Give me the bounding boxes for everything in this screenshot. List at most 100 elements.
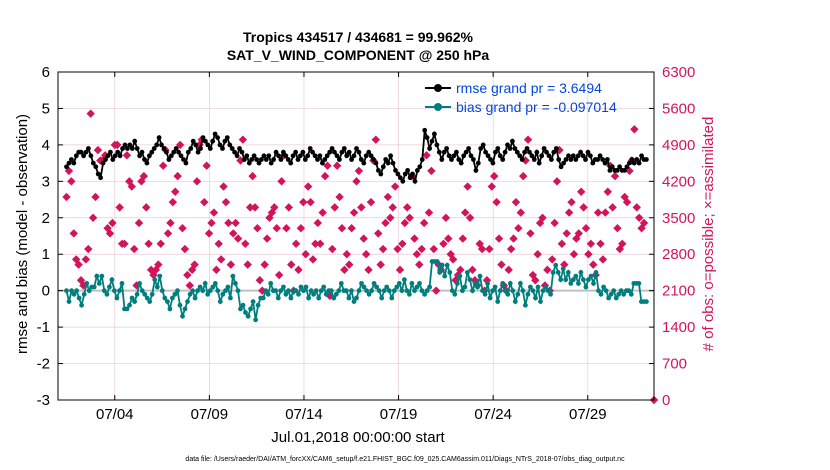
bias-point [460, 288, 465, 294]
obs-count-marker [294, 265, 303, 275]
obs-count-marker [296, 223, 306, 233]
obs-count-marker [608, 203, 617, 212]
rmse-point [573, 157, 579, 162]
obs-count-marker [386, 213, 395, 222]
rmse-point [344, 153, 350, 159]
obs-count-marker [422, 151, 431, 160]
obs-count-marker [494, 234, 504, 243]
obs-count-marker [352, 177, 361, 186]
bias-point [346, 295, 352, 301]
bias-point [316, 295, 322, 301]
bias-point [442, 273, 448, 279]
rmse-point [351, 153, 357, 159]
rmse-point [134, 146, 140, 151]
obs-count-marker [212, 265, 221, 275]
bias-point [386, 288, 392, 294]
obs-count-marker [405, 213, 414, 222]
bias-point [177, 302, 183, 308]
bias-point [235, 288, 241, 294]
rmse-point [149, 149, 155, 155]
obs-count-marker [557, 239, 567, 249]
rmse-point [395, 171, 401, 177]
rmse-point [283, 153, 289, 159]
bias-point [523, 302, 528, 308]
obs-count-marker [313, 218, 323, 228]
rmse-point [178, 153, 184, 159]
bias-point [124, 306, 130, 312]
chart-title-line1: Tropics 434517 / 434681 = 99.962% [243, 29, 474, 45]
bias-point [583, 284, 589, 290]
x-tick-label: 07/04 [96, 406, 134, 423]
bias-point [636, 281, 642, 286]
obs-count-marker [190, 260, 199, 269]
obs-count-marker [105, 229, 115, 238]
rmse-point [66, 160, 72, 166]
bias-point [490, 288, 495, 294]
rmse-point [254, 157, 259, 162]
rmse-point [105, 153, 111, 159]
obs-count-marker [535, 218, 545, 228]
rmse-point [502, 149, 508, 155]
obs-count-marker [504, 265, 513, 275]
bias-point [281, 284, 286, 290]
obs-count-marker [432, 286, 441, 295]
obs-count-marker [229, 229, 238, 238]
obs-count-marker [497, 260, 506, 269]
y-right-tick-label: 0 [662, 392, 670, 409]
rmse-point [339, 149, 345, 155]
bias-point [205, 291, 211, 297]
bias-point [475, 284, 480, 290]
rmse-point [288, 160, 294, 166]
bias-point [545, 288, 551, 294]
bias-point [245, 313, 251, 319]
obs-count-marker [306, 197, 315, 207]
rmse-point [147, 153, 152, 159]
obs-count-marker [461, 208, 470, 217]
bias-point [157, 273, 163, 279]
rmse-point [183, 160, 189, 166]
bias-point [543, 284, 548, 290]
bias-point [81, 291, 87, 297]
bias-point [197, 284, 203, 290]
bias-point [207, 288, 213, 294]
rmse-point [246, 160, 252, 166]
bias-point [117, 288, 122, 294]
rmse-point [90, 160, 96, 166]
bias-point [361, 284, 367, 290]
rmse-point [627, 160, 632, 166]
rmse-point [256, 160, 262, 166]
obs-count-marker [456, 265, 465, 275]
bias-point [596, 288, 601, 294]
bias-point [220, 291, 226, 297]
bias-point [467, 277, 473, 283]
rmse-point [495, 146, 501, 151]
bias-point [107, 284, 112, 290]
bias-point [210, 284, 216, 290]
rmse-point [122, 142, 128, 148]
rmse-point [71, 160, 77, 166]
obs-count-marker [214, 239, 223, 249]
rmse-point [531, 157, 537, 162]
obs-count-marker [69, 229, 78, 238]
bias-point [248, 306, 254, 312]
bias-point [137, 281, 143, 286]
obs-count-marker [308, 255, 318, 264]
y-left-tick-label: -1 [37, 319, 50, 336]
bias-point [603, 288, 609, 294]
obs-count-marker [622, 197, 632, 207]
y-left-tick-label: 4 [42, 137, 50, 154]
rmse-point [324, 153, 330, 159]
bias-point [402, 277, 407, 283]
bias-point [354, 295, 359, 301]
obs-count-marker [335, 192, 344, 202]
rmse-point [558, 164, 564, 170]
rmse-point [507, 146, 513, 151]
rmse-point [224, 135, 230, 141]
bias-point [520, 288, 526, 294]
bias-point [568, 281, 574, 286]
bias-point [394, 284, 400, 290]
obs-count-marker [91, 192, 100, 202]
bias-point [626, 288, 632, 294]
rmse-point [454, 149, 459, 155]
obs-count-marker [613, 223, 622, 233]
